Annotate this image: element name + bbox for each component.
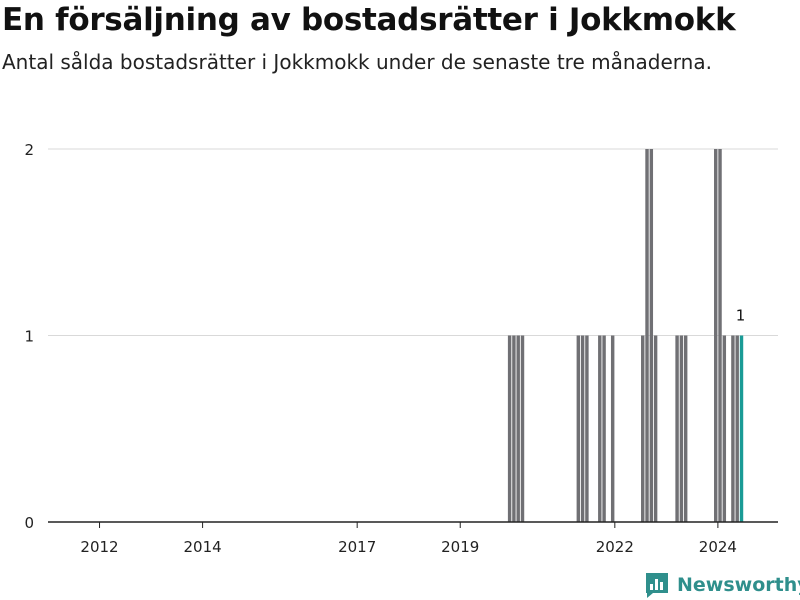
bar [585, 335, 589, 522]
bar [683, 335, 688, 522]
bar [722, 335, 727, 522]
x-tick-label: 2012 [80, 538, 118, 556]
x-tick-label: 2019 [441, 538, 479, 556]
bar [645, 149, 649, 522]
bar [576, 335, 581, 522]
x-tick-label: 2024 [699, 538, 737, 556]
bar [602, 335, 606, 522]
y-tick-label: 2 [24, 141, 34, 159]
bar [641, 335, 645, 522]
brand-logo[interactable]: Newsworthy [644, 570, 800, 600]
chart-title: En försäljning av bostadsrätter i Jokkmo… [2, 2, 736, 38]
highlight-data-label: 1 [736, 307, 746, 325]
y-tick-label: 1 [24, 328, 34, 346]
bar [735, 335, 739, 522]
bar [520, 335, 525, 522]
bar [731, 335, 735, 522]
bar [718, 149, 722, 522]
x-tick-label: 2017 [338, 538, 376, 556]
bar [610, 335, 615, 522]
x-tick-label: 2022 [596, 538, 634, 556]
bar [507, 335, 512, 522]
chart-subtitle: Antal sålda bostadsrätter i Jokkmokk und… [2, 50, 712, 74]
newsworthy-logo-icon [646, 573, 668, 598]
bar [675, 335, 679, 522]
bar [649, 149, 654, 522]
bar [516, 335, 520, 522]
bar [598, 335, 602, 522]
bar [679, 335, 684, 522]
bar [580, 335, 585, 522]
bar [653, 335, 658, 522]
highlight-bar [739, 335, 744, 522]
bar [512, 335, 516, 522]
bar [714, 149, 718, 522]
y-tick-label: 0 [24, 514, 34, 532]
x-tick-label: 2014 [183, 538, 221, 556]
brand-name: Newsworthy [677, 574, 800, 596]
